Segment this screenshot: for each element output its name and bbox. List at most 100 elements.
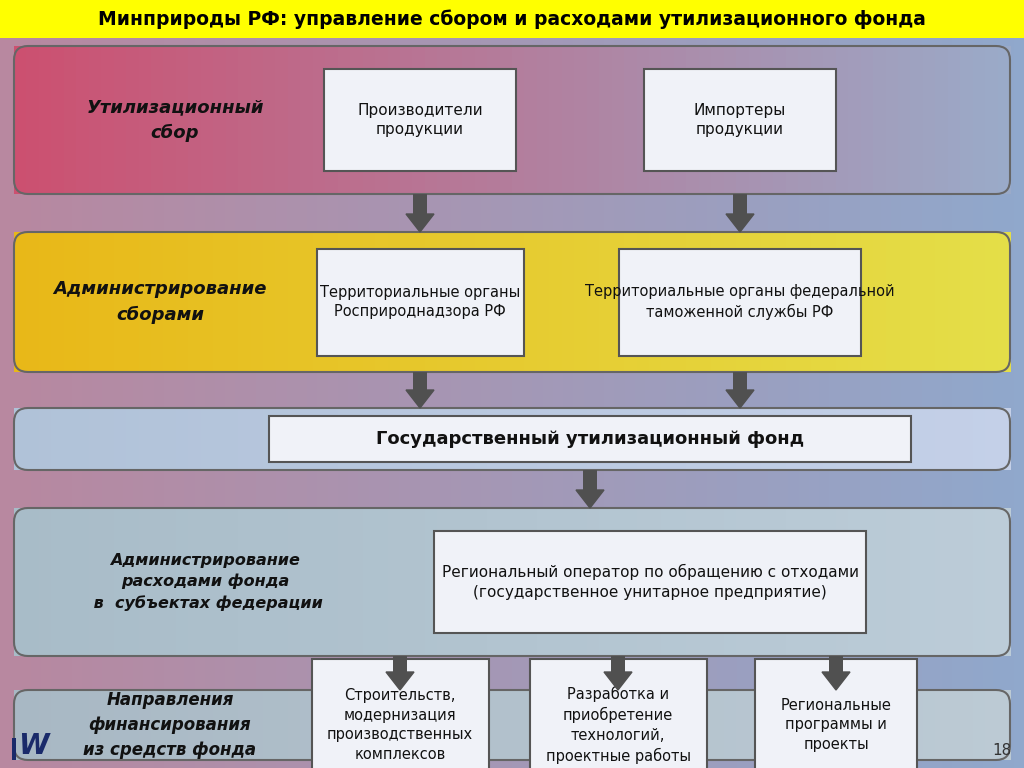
Bar — [724, 508, 736, 656]
Bar — [674, 690, 687, 760]
Bar — [935, 690, 948, 760]
Bar — [736, 508, 749, 656]
FancyBboxPatch shape — [618, 249, 861, 356]
Bar — [387, 46, 400, 194]
Bar — [387, 690, 400, 760]
Bar — [138, 508, 152, 656]
Bar — [811, 46, 823, 194]
Bar — [462, 232, 475, 372]
Bar — [14, 408, 27, 470]
Bar — [624, 508, 637, 656]
Bar — [637, 408, 649, 470]
Bar — [624, 232, 637, 372]
Bar — [524, 408, 538, 470]
Bar — [275, 408, 289, 470]
Bar — [312, 508, 326, 656]
Bar — [151, 408, 164, 470]
Bar — [413, 508, 425, 656]
Text: Государственный утилизационный фонд: Государственный утилизационный фонд — [376, 430, 804, 448]
Bar — [126, 690, 139, 760]
Bar — [400, 408, 413, 470]
FancyBboxPatch shape — [269, 416, 911, 462]
Bar — [201, 232, 214, 372]
Bar — [51, 408, 65, 470]
Bar — [562, 232, 574, 372]
Bar — [300, 232, 313, 372]
Bar — [512, 690, 525, 760]
Bar — [63, 232, 77, 372]
Text: Минприроды РФ: управление сбором и расходами утилизационного фонда: Минприроды РФ: управление сбором и расхо… — [98, 9, 926, 28]
Bar — [487, 232, 500, 372]
Bar — [188, 690, 202, 760]
Polygon shape — [386, 672, 414, 690]
Bar — [362, 232, 376, 372]
Bar — [886, 690, 898, 760]
Bar — [935, 408, 948, 470]
Bar — [138, 46, 152, 194]
Bar — [312, 232, 326, 372]
Bar — [39, 408, 52, 470]
Bar — [587, 408, 600, 470]
Bar — [326, 508, 338, 656]
Bar — [724, 232, 736, 372]
Bar — [662, 508, 675, 656]
Text: Производители
продукции: Производители продукции — [357, 103, 482, 137]
Bar — [749, 508, 762, 656]
Bar — [785, 690, 799, 760]
Bar — [524, 508, 538, 656]
Bar — [712, 232, 724, 372]
Bar — [799, 232, 811, 372]
Bar — [475, 408, 487, 470]
Bar — [574, 232, 587, 372]
Bar — [225, 690, 239, 760]
Bar — [873, 690, 886, 760]
Bar — [114, 408, 127, 470]
Bar — [225, 408, 239, 470]
Bar — [910, 408, 924, 470]
Bar — [263, 46, 275, 194]
Bar — [387, 408, 400, 470]
Bar — [425, 46, 438, 194]
Bar — [686, 508, 699, 656]
Bar — [101, 232, 114, 372]
Bar — [674, 232, 687, 372]
Bar — [910, 232, 924, 372]
Bar — [674, 408, 687, 470]
Bar — [263, 508, 275, 656]
Bar — [326, 46, 338, 194]
Bar — [973, 508, 985, 656]
Bar — [724, 408, 736, 470]
Bar — [251, 46, 263, 194]
Bar — [114, 508, 127, 656]
Bar — [437, 46, 451, 194]
Bar — [338, 408, 350, 470]
Bar — [176, 232, 188, 372]
Bar — [300, 408, 313, 470]
Bar — [63, 46, 77, 194]
Bar — [275, 232, 289, 372]
Bar — [637, 232, 649, 372]
Bar — [799, 508, 811, 656]
Bar — [785, 46, 799, 194]
Bar — [239, 508, 251, 656]
Bar — [487, 46, 500, 194]
Bar — [225, 232, 239, 372]
Polygon shape — [822, 672, 850, 690]
Bar — [749, 46, 762, 194]
Bar — [14, 46, 27, 194]
Bar — [799, 46, 811, 194]
Bar — [101, 690, 114, 760]
Bar — [101, 46, 114, 194]
Bar — [860, 690, 873, 760]
Bar — [524, 232, 538, 372]
Bar — [462, 508, 475, 656]
Bar — [338, 232, 350, 372]
Bar — [487, 690, 500, 760]
Bar — [101, 408, 114, 470]
Bar — [973, 408, 985, 470]
Bar — [662, 232, 675, 372]
Bar — [910, 508, 924, 656]
Bar — [649, 232, 662, 372]
Bar — [500, 508, 512, 656]
Bar — [860, 232, 873, 372]
